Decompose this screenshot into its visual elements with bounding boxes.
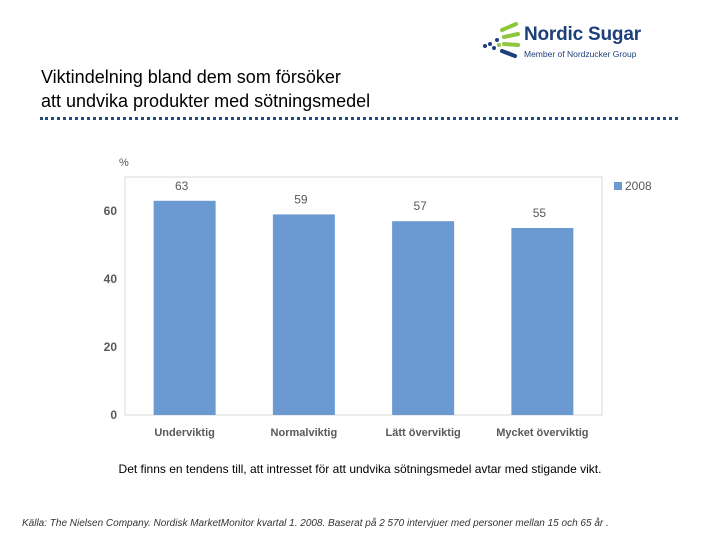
x-tick-label: Mycket överviktig: [496, 427, 588, 439]
page-title: Viktindelning bland dem som försöker att…: [41, 65, 370, 113]
sugar-dots-icon: [483, 22, 520, 58]
y-axis-unit: %: [119, 157, 129, 169]
legend-label: 2008: [625, 179, 652, 193]
x-tick-label: Lätt överviktig: [386, 427, 461, 439]
plot-area: [124, 176, 603, 416]
x-tick-label: Underviktig: [154, 427, 215, 439]
chart-caption: Det finns en tendens till, att intresset…: [118, 462, 602, 476]
legend-swatch: [614, 182, 622, 190]
title-line-1: Viktindelning bland dem som försöker: [41, 67, 341, 87]
y-tick-label: 20: [104, 340, 118, 354]
logo-name: Nordic Sugar: [524, 24, 641, 45]
bar: [511, 228, 574, 415]
nordic-sugar-logo: Nordic Sugar Member of Nordzucker Group: [478, 20, 668, 64]
data-label: 63: [175, 179, 189, 193]
bar: [153, 200, 216, 415]
data-label: 55: [533, 206, 547, 220]
data-label: 59: [294, 192, 308, 206]
y-tick-label: 40: [104, 272, 118, 286]
y-tick-label: 60: [104, 204, 118, 218]
logo-tagline: Member of Nordzucker Group: [524, 49, 637, 59]
bar: [392, 221, 455, 415]
y-tick-label: 0: [110, 408, 117, 422]
source-note: Källa: The Nielsen Company. Nordisk Mark…: [22, 518, 609, 529]
data-label: 57: [413, 199, 427, 213]
x-tick-label: Normalviktig: [271, 427, 338, 439]
bar: [272, 214, 335, 415]
title-line-2: att undvika produkter med sötningsmedel: [41, 91, 371, 111]
bar-chart: % 0 20 40 60 63 Underviktig 59 Normalviktig 57 Lät…: [104, 157, 652, 439]
title-divider: [40, 117, 678, 120]
